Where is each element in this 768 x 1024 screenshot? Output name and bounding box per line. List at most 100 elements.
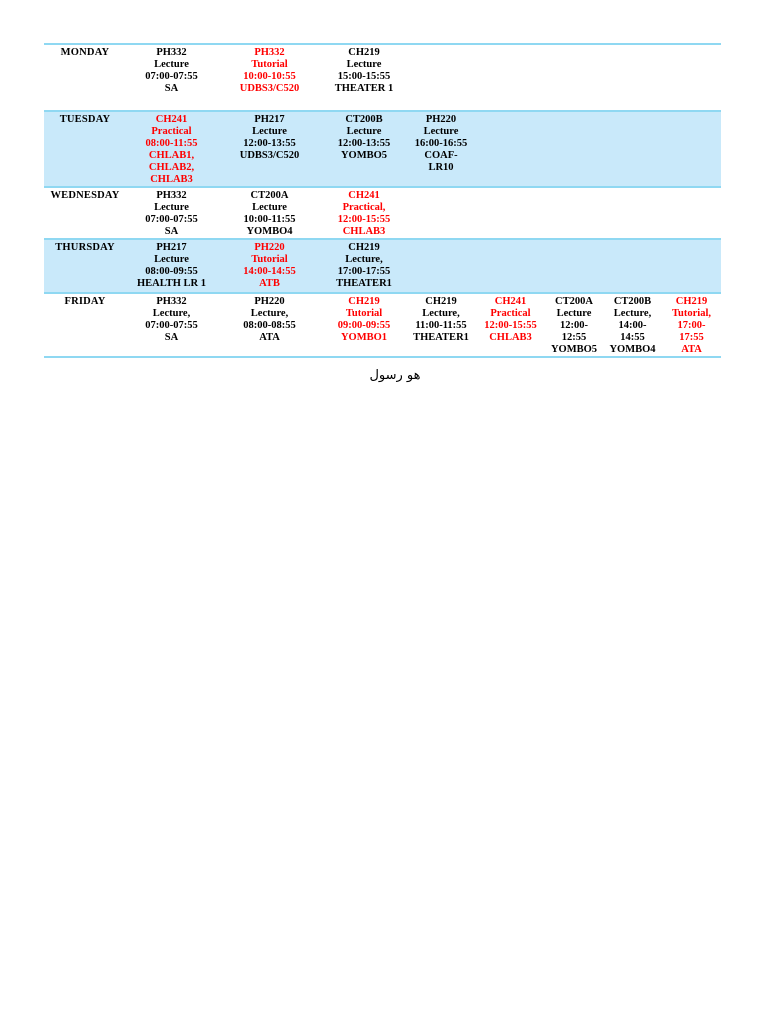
class-entry-line: THEATER 1 xyxy=(334,83,394,94)
class-entry-line: YOMBO4 xyxy=(609,344,656,355)
class-entry-line: YOMBO5 xyxy=(550,344,598,355)
class-entry: PH217 Lecture 08:00-09:55 HEALTH LR 1 xyxy=(126,240,217,292)
class-entry: CH219 Lecture 15:00-15:55 THEATER 1 xyxy=(322,45,406,110)
class-entry-line: Lecture xyxy=(154,59,189,70)
class-entry-line: Practical, xyxy=(342,202,386,213)
class-entry-line: HEALTH LR 1 xyxy=(136,278,207,289)
class-entry: CH241 Practical 12:00-15:55 CHLAB3 xyxy=(476,294,545,356)
class-entry-line: Tutorial xyxy=(251,59,288,70)
class-entry-line: THEATER1 xyxy=(336,278,392,289)
class-entry-line: CT200A xyxy=(250,190,289,201)
class-entry-line: 15:00-15:55 xyxy=(337,71,391,82)
class-entry-line: Tutorial, xyxy=(672,308,711,319)
class-entry-line: Lecture xyxy=(154,202,189,213)
class-entry: CH219 Tutorial 09:00-09:55 YOMBO1 xyxy=(322,294,406,356)
class-entry: CT200A Lecture 10:00-11:55 YOMBO4 xyxy=(217,188,322,238)
timetable-row-friday: FRIDAY PH332 Lecture, 07:00-07:55 SA PH220 Lec… xyxy=(44,292,721,356)
class-entry-line: 08:00-08:55 xyxy=(243,320,296,331)
class-entry-line: CHLAB2, xyxy=(148,162,195,173)
class-entry-line: CH241 xyxy=(494,296,527,307)
class-entry-line: SA xyxy=(164,226,179,237)
class-entry-line: 07:00-07:55 xyxy=(145,71,198,82)
class-entry-line: 17:55 xyxy=(679,332,704,343)
class-entry: PH220 Tutorial 14:00-14:55 ATB xyxy=(217,240,322,292)
day-label: MONDAY xyxy=(60,47,110,58)
class-entry: PH332 Lecture 07:00-07:55 SA xyxy=(126,188,217,238)
class-entry-line: 12:00-15:55 xyxy=(337,214,391,225)
class-entry: PH220 Lecture, 08:00-08:55 ATA xyxy=(217,294,322,356)
class-entry-line: SA xyxy=(164,332,179,343)
class-entry-line: CHLAB3 xyxy=(489,332,532,343)
class-entry-line: PH332 xyxy=(156,47,187,58)
class-entry-line: 17:00- xyxy=(677,320,706,331)
class-entry-line: LR10 xyxy=(428,162,454,173)
class-entry-line: 12:55 xyxy=(561,332,587,343)
class-entry-line: 16:00-16:55 xyxy=(414,138,468,149)
class-entry-line: CHLAB3 xyxy=(342,226,386,237)
class-entry-line: SA xyxy=(164,83,179,94)
class-entry-line: Lecture, xyxy=(250,308,289,319)
class-entry-line: Lecture xyxy=(556,308,592,319)
class-entry-line: 12:00-13:55 xyxy=(337,138,391,149)
class-entry-line: 14:00-14:55 xyxy=(243,266,296,277)
class-entry-line: 12:00-15:55 xyxy=(484,320,537,331)
class-entry-line: 07:00-07:55 xyxy=(145,214,198,225)
class-entry-line: 14:00- xyxy=(618,320,647,331)
class-entry-line: CH219 xyxy=(348,47,380,58)
class-entry: PH332 Lecture, 07:00-07:55 SA xyxy=(126,294,217,356)
class-entry-line: CT200B xyxy=(345,114,383,125)
day-label: FRIDAY xyxy=(64,296,106,307)
class-entry: CH219 Lecture, 17:00-17:55 THEATER1 xyxy=(322,240,406,292)
timetable-row-wednesday: WEDNESDAY PH332 Lecture 07:00-07:55 SA CT200A… xyxy=(44,186,721,238)
class-entry-line: CH219 xyxy=(425,296,457,307)
class-entry-line: 09:00-09:55 xyxy=(337,320,391,331)
class-entry-line: PH220 xyxy=(425,114,457,125)
class-entry-line: Tutorial xyxy=(251,254,288,265)
class-entry-line: PH220 xyxy=(254,296,285,307)
class-entry: PH332 Tutorial 10:00-10:55 UDBS3/C520 xyxy=(217,45,322,110)
class-entry-line: Lecture xyxy=(423,126,459,137)
class-entry: CH241 Practical 08:00-11:55 CHLAB1, CHLAB2, C… xyxy=(126,112,217,186)
class-entry: PH217 Lecture 12:00-13:55 UDBS3/C520 xyxy=(217,112,322,186)
class-entry-line: PH220 xyxy=(254,242,285,253)
class-entry-line: 08:00-09:55 xyxy=(145,266,198,277)
class-entry: CH219 Lecture, 11:00-11:55 THEATER1 xyxy=(406,294,476,356)
class-entry-line: PH217 xyxy=(254,114,285,125)
class-entry-line: 11:00-11:55 xyxy=(415,320,467,331)
day-label: THURSDAY xyxy=(55,242,115,253)
class-entry-line: Lecture xyxy=(252,126,287,137)
class-entry-line: CT200B xyxy=(613,296,652,307)
class-entry-line: Lecture xyxy=(252,202,287,213)
class-entry-line: UDBS3/C520 xyxy=(239,83,300,94)
day-label: TUESDAY xyxy=(59,114,111,125)
class-entry-line: 14:55 xyxy=(620,332,645,343)
class-entry: CT200B Lecture 12:00-13:55 YOMBO5 xyxy=(322,112,406,186)
class-entry-line: Lecture, xyxy=(345,254,383,265)
class-entry-line: CT200A xyxy=(555,296,593,307)
class-entry-line: 10:00-10:55 xyxy=(243,71,296,82)
class-entry: CT200B Lecture, 14:00- 14:55 YOMBO4 xyxy=(603,294,662,356)
class-entry-line: PH332 xyxy=(254,47,285,58)
class-entry-line: CH219 xyxy=(348,296,380,307)
class-entry-line: ATA xyxy=(259,332,280,343)
class-entry: CH219 Tutorial, 17:00- 17:55 ATA xyxy=(662,294,721,356)
timetable: MONDAY PH332 Lecture 07:00-07:55 SA PH332 Tuto… xyxy=(44,43,721,358)
day-label: WEDNESDAY xyxy=(50,190,120,201)
class-entry-line: Lecture xyxy=(346,59,382,70)
timetable-row-monday: MONDAY PH332 Lecture 07:00-07:55 SA PH332 Tuto… xyxy=(44,43,721,110)
class-entry-line: Practical xyxy=(151,126,192,137)
class-entry-line: Practical xyxy=(490,308,531,319)
class-entry-line: CHLAB3 xyxy=(150,174,193,185)
footnote-arabic-text: هو رسول xyxy=(369,368,421,383)
class-entry-line: THEATER1 xyxy=(413,332,469,343)
class-entry-line: 17:00-17:55 xyxy=(337,266,391,277)
class-entry-line: CH219 xyxy=(348,242,380,253)
class-entry-line: 12:00-13:55 xyxy=(243,138,296,149)
class-entry-line: 08:00-11:55 xyxy=(145,138,198,149)
class-entry-line: Tutorial xyxy=(345,308,383,319)
class-entry: PH220 Lecture 16:00-16:55 COAF- LR10 xyxy=(406,112,476,186)
class-entry-line: ATA xyxy=(681,344,702,355)
class-entry-line: Lecture, xyxy=(613,308,652,319)
timetable-row-thursday: THURSDAY PH217 Lecture 08:00-09:55 HEALTH LR… xyxy=(44,238,721,292)
